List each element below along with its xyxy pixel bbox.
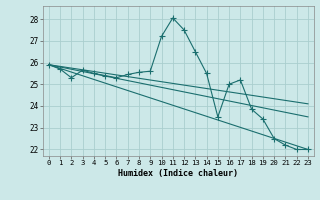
X-axis label: Humidex (Indice chaleur): Humidex (Indice chaleur) [118, 169, 238, 178]
